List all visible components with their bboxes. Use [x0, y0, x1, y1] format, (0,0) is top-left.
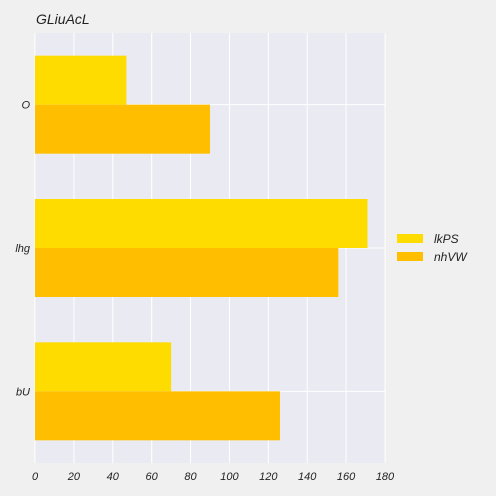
- y-tick-label: bU: [16, 386, 30, 398]
- x-tick-label: 180: [376, 471, 395, 483]
- x-tick-label: 120: [259, 471, 278, 483]
- x-tick-label: 60: [146, 471, 159, 483]
- legend-swatch-nhVW: [397, 252, 423, 261]
- x-tick-label: 40: [107, 471, 120, 483]
- x-tick-label: 80: [184, 471, 197, 483]
- legend-label-lkPS: lkPS: [434, 232, 459, 246]
- y-tick-label: lhg: [15, 243, 31, 255]
- x-tick-label: 160: [337, 471, 356, 483]
- x-tick-labels: 0 20 40 60 80 100 120 140 160 180: [32, 471, 395, 483]
- legend-label-nhVW: nhVW: [434, 250, 468, 264]
- bar-lkPS-O: [35, 55, 127, 105]
- x-tick-label: 0: [32, 471, 39, 483]
- bars-group: [35, 55, 368, 441]
- x-tick-label: 140: [298, 471, 317, 483]
- bar-nhVW-O: [35, 104, 210, 154]
- x-tick-label: 100: [220, 471, 239, 483]
- x-tick-label: 20: [67, 471, 81, 483]
- chart-title: GLiuAcL: [36, 11, 90, 27]
- y-tick-label: O: [21, 100, 30, 112]
- bar-nhVW-bU: [35, 391, 280, 441]
- legend-swatch-lkPS: [397, 234, 423, 243]
- bar-lkPS-lhg: [35, 199, 368, 248]
- bar-lkPS-bU: [35, 342, 172, 392]
- legend: lkPS nhVW: [397, 232, 468, 264]
- bar-nhVW-lhg: [35, 248, 339, 297]
